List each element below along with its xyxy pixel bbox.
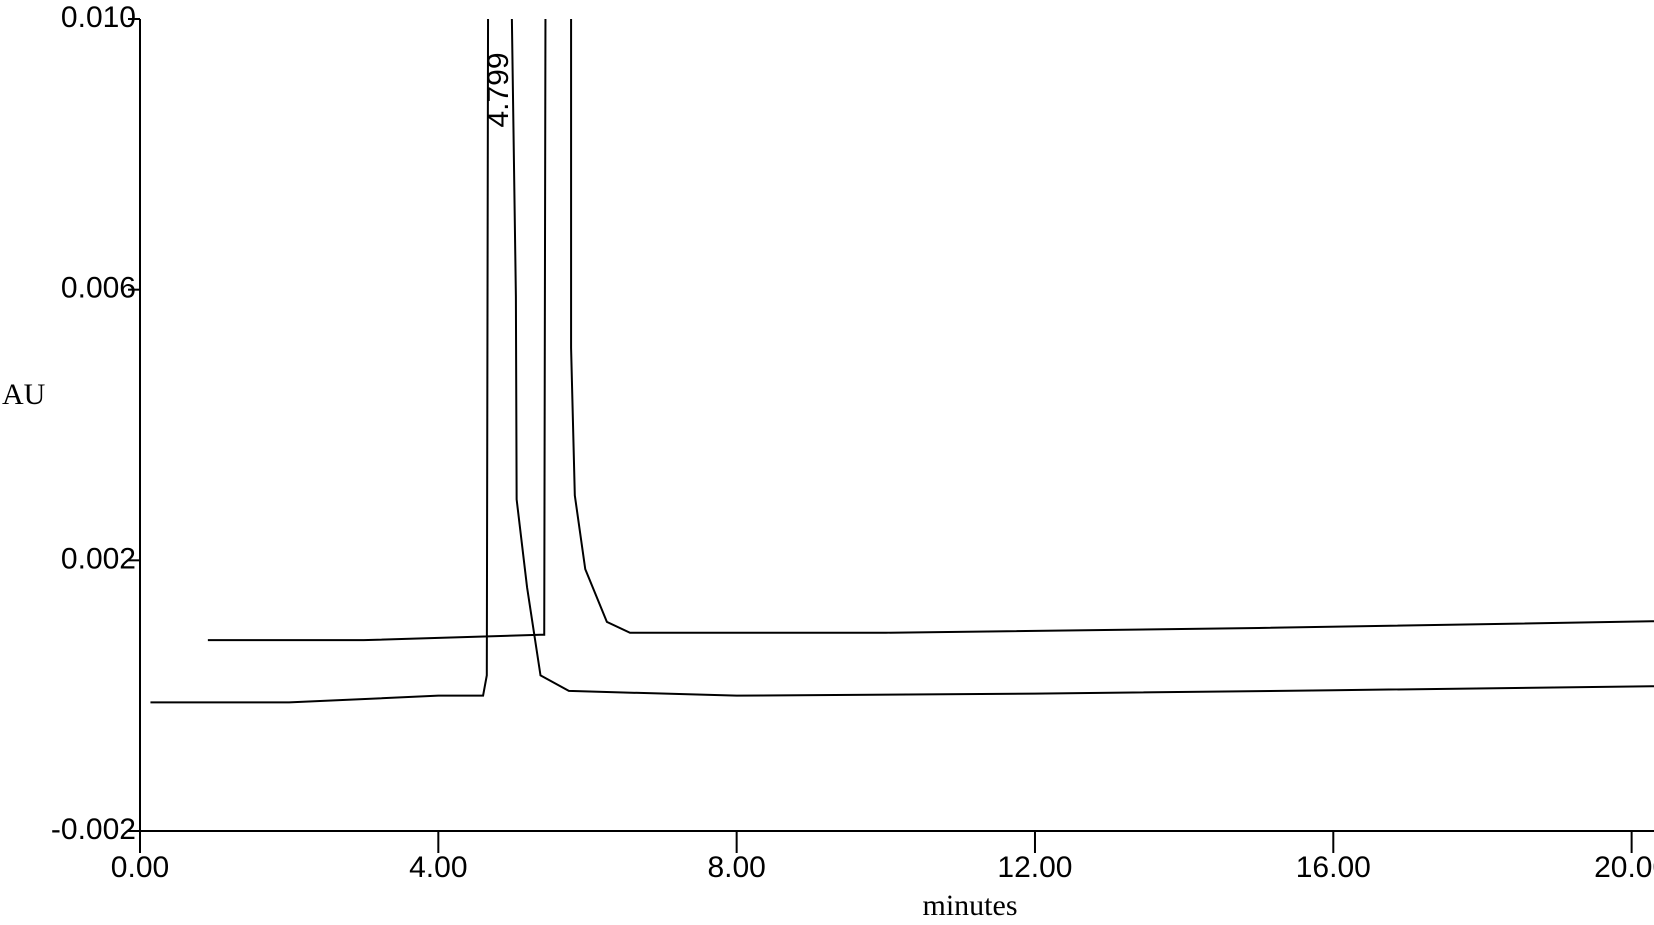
y-tick-label: 0.006 [61,272,136,305]
y-tick-label: 0.010 [61,1,136,34]
x-tick-label: 12.00 [997,851,1072,884]
y-tick-label: -0.002 [51,813,136,846]
trace [207,19,1654,642]
y-axis-label: AU [2,378,46,411]
trace [150,19,1654,704]
x-tick-label: 20.00 [1594,851,1654,884]
x-tick-label: 16.00 [1296,851,1371,884]
x-axis-label: minutes [923,889,1018,922]
x-tick-label: 8.00 [707,851,765,884]
x-tick-label: 0.00 [111,851,169,884]
y-tick-label: 0.002 [61,542,136,575]
x-tick-label: 4.00 [409,851,467,884]
